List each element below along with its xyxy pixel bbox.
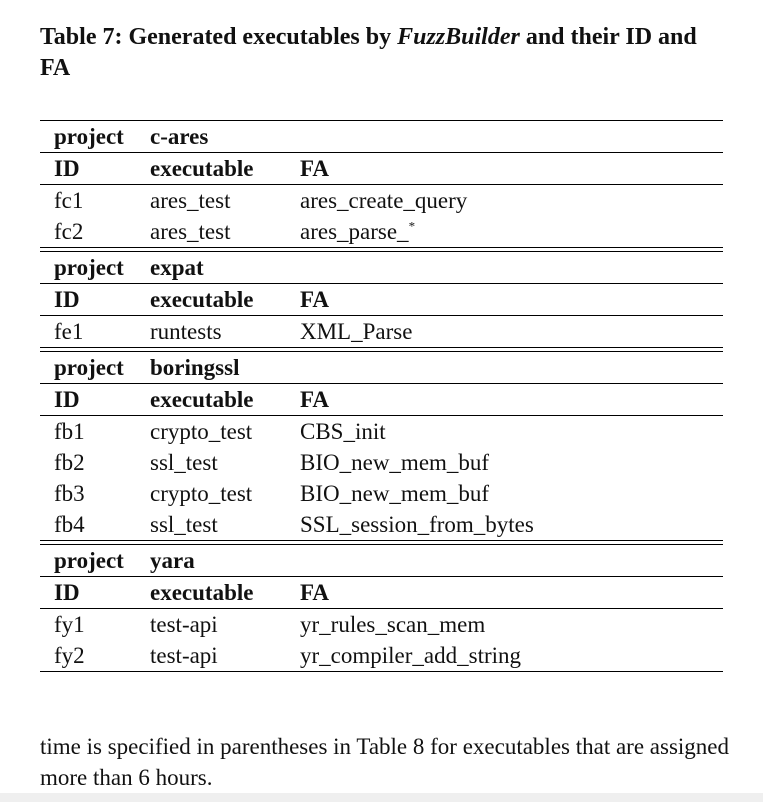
table-row: fc1 ares_test ares_create_query <box>40 185 723 216</box>
caption-tool-name: FuzzBuilder <box>397 24 520 50</box>
header-row: ID executable FA <box>40 384 723 415</box>
cell-executable: test-api <box>150 612 300 638</box>
header-fa: FA <box>300 580 723 606</box>
cell-executable: ssl_test <box>150 512 300 538</box>
header-id: ID <box>40 387 150 413</box>
cell-executable: crypto_test <box>150 481 300 507</box>
table-row: fb2 ssl_test BIO_new_mem_buf <box>40 447 723 478</box>
header-fa: FA <box>300 387 723 413</box>
project-row: project yara <box>40 545 723 576</box>
caption-prefix: Table 7: Generated executables by <box>40 24 397 50</box>
cell-fa: BIO_new_mem_buf <box>300 481 723 507</box>
cell-id: fb3 <box>40 481 150 507</box>
header-row: ID executable FA <box>40 153 723 184</box>
cell-fa: ares_create_query <box>300 188 723 214</box>
table-row: fy1 test-api yr_rules_scan_mem <box>40 609 723 640</box>
cell-executable: ares_test <box>150 219 300 245</box>
cell-id: fc2 <box>40 219 150 245</box>
header-id: ID <box>40 287 150 313</box>
executables-table: project c-ares ID executable FA fc1 ares… <box>40 120 723 672</box>
table-row: fe1 runtests XML_Parse <box>40 316 723 347</box>
cell-fa: XML_Parse <box>300 319 723 345</box>
cell-executable: runtests <box>150 319 300 345</box>
cell-fa-text: ares_parse_ <box>300 219 409 244</box>
project-row: project expat <box>40 252 723 283</box>
wildcard-superscript: * <box>409 218 416 233</box>
cell-fa: CBS_init <box>300 419 723 445</box>
project-label: project <box>40 355 150 381</box>
project-name: yara <box>150 548 300 574</box>
header-executable: executable <box>150 287 300 313</box>
header-fa: FA <box>300 287 723 313</box>
table-row: fy2 test-api yr_compiler_add_string <box>40 640 723 671</box>
project-name: c-ares <box>150 124 300 150</box>
cell-fa: yr_rules_scan_mem <box>300 612 723 638</box>
header-fa: FA <box>300 156 723 182</box>
page-bottom-strip <box>0 793 763 802</box>
cell-id: fc1 <box>40 188 150 214</box>
cell-id: fb1 <box>40 419 150 445</box>
bottom-rule <box>40 671 723 672</box>
cell-id: fb2 <box>40 450 150 476</box>
project-row: project boringssl <box>40 352 723 383</box>
project-label: project <box>40 548 150 574</box>
cell-id: fy1 <box>40 612 150 638</box>
header-executable: executable <box>150 156 300 182</box>
cell-id: fe1 <box>40 319 150 345</box>
project-name: expat <box>150 255 300 281</box>
project-name: boringssl <box>150 355 300 381</box>
table-caption: Table 7: Generated executables by FuzzBu… <box>40 22 730 84</box>
table-row: fb4 ssl_test SSL_session_from_bytes <box>40 509 723 540</box>
cell-id: fb4 <box>40 512 150 538</box>
cell-fa: yr_compiler_add_string <box>300 643 723 669</box>
cell-fa: BIO_new_mem_buf <box>300 450 723 476</box>
cell-fa: SSL_session_from_bytes <box>300 512 723 538</box>
header-row: ID executable FA <box>40 577 723 608</box>
table-row: fb1 crypto_test CBS_init <box>40 416 723 447</box>
table-row: fb3 crypto_test BIO_new_mem_buf <box>40 478 723 509</box>
project-label: project <box>40 255 150 281</box>
header-executable: executable <box>150 580 300 606</box>
cell-fa: ares_parse_* <box>300 219 723 245</box>
cell-executable: crypto_test <box>150 419 300 445</box>
header-id: ID <box>40 580 150 606</box>
cell-executable: ssl_test <box>150 450 300 476</box>
header-id: ID <box>40 156 150 182</box>
cell-executable: ares_test <box>150 188 300 214</box>
cell-id: fy2 <box>40 643 150 669</box>
header-executable: executable <box>150 387 300 413</box>
project-row: project c-ares <box>40 121 723 152</box>
header-row: ID executable FA <box>40 284 723 315</box>
body-paragraph: time is specified in parentheses in Tabl… <box>40 731 740 793</box>
table-row: fc2 ares_test ares_parse_* <box>40 216 723 247</box>
cell-executable: test-api <box>150 643 300 669</box>
project-label: project <box>40 124 150 150</box>
